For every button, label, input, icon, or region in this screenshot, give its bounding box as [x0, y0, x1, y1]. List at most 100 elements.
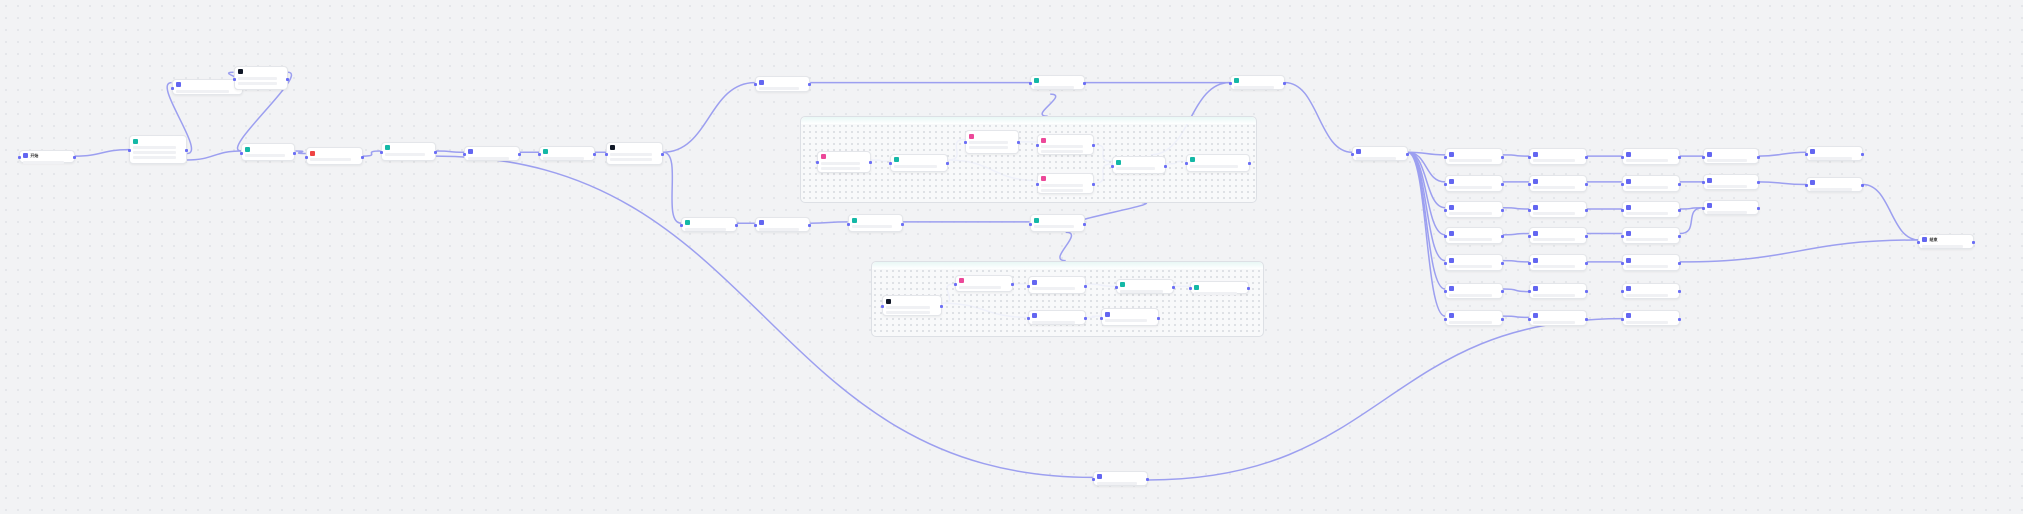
workflow-node[interactable]	[815, 150, 872, 173]
edge[interactable]	[436, 150, 465, 153]
workflow-node[interactable]	[1036, 172, 1096, 194]
connection-handle[interactable]	[463, 153, 467, 157]
connection-handle[interactable]	[1017, 141, 1021, 145]
workflow-node[interactable]	[304, 147, 364, 166]
connection-handle[interactable]	[1805, 153, 1809, 157]
edge[interactable]	[1503, 232, 1529, 236]
connection-handle[interactable]	[1584, 262, 1588, 266]
edge[interactable]	[436, 155, 1093, 479]
workflow-node[interactable]	[463, 145, 521, 162]
edge[interactable]	[1148, 317, 1622, 481]
workflow-node[interactable]	[605, 141, 665, 166]
workflow-node[interactable]	[1620, 254, 1681, 271]
connection-handle[interactable]	[293, 151, 297, 155]
connection-handle[interactable]	[1756, 181, 1760, 185]
connection-handle[interactable]	[1027, 316, 1031, 320]
connection-handle[interactable]	[1584, 290, 1588, 294]
connection-handle[interactable]	[185, 149, 189, 153]
workflow-node[interactable]	[680, 216, 738, 233]
workflow-node[interactable]	[889, 153, 950, 172]
connection-handle[interactable]	[1036, 143, 1040, 147]
workflow-node[interactable]	[1620, 148, 1681, 166]
connection-handle[interactable]	[592, 153, 596, 157]
workflow-node[interactable]	[1620, 201, 1681, 219]
connection-handle[interactable]	[1444, 234, 1447, 238]
connection-handle[interactable]	[1527, 317, 1531, 321]
connection-handle[interactable]	[1677, 317, 1681, 321]
connection-handle[interactable]	[1444, 262, 1447, 266]
connection-handle[interactable]	[1527, 156, 1531, 160]
workflow-node[interactable]	[953, 274, 1014, 292]
connection-handle[interactable]	[517, 153, 521, 157]
connection-handle[interactable]	[1083, 222, 1087, 226]
connection-handle[interactable]	[240, 151, 244, 155]
connection-handle[interactable]	[1501, 156, 1505, 160]
connection-handle[interactable]	[232, 77, 236, 81]
workflow-node[interactable]	[753, 216, 812, 233]
connection-handle[interactable]	[1405, 153, 1409, 157]
workflow-node[interactable]	[1188, 281, 1250, 296]
connection-handle[interactable]	[1620, 290, 1624, 294]
edge[interactable]	[1059, 231, 1073, 262]
workflow-node[interactable]	[1527, 148, 1588, 166]
workflow-node[interactable]	[753, 76, 812, 92]
connection-handle[interactable]	[1028, 82, 1032, 86]
connection-handle[interactable]	[1184, 162, 1188, 166]
edge[interactable]	[1041, 93, 1057, 117]
connection-handle[interactable]	[1584, 183, 1588, 187]
connection-handle[interactable]	[1584, 317, 1588, 321]
connection-handle[interactable]	[538, 153, 542, 157]
workflow-node[interactable]	[1702, 148, 1760, 164]
edge[interactable]	[1503, 315, 1529, 319]
connection-handle[interactable]	[18, 155, 22, 159]
edge[interactable]	[295, 150, 306, 155]
connection-handle[interactable]	[1527, 183, 1531, 187]
connection-handle[interactable]	[753, 223, 757, 227]
workflow-node[interactable]	[1527, 282, 1588, 300]
edge[interactable]	[237, 71, 292, 152]
connection-handle[interactable]	[1620, 156, 1624, 160]
connection-handle[interactable]	[1027, 284, 1031, 288]
connection-handle[interactable]	[1501, 209, 1505, 213]
connection-handle[interactable]	[285, 77, 289, 81]
connection-handle[interactable]	[1188, 287, 1192, 291]
edge[interactable]	[1679, 239, 1919, 263]
connection-handle[interactable]	[881, 305, 885, 309]
edge[interactable]	[1679, 206, 1704, 235]
connection-handle[interactable]	[605, 153, 609, 157]
connection-handle[interactable]	[360, 155, 364, 159]
connection-handle[interactable]	[1702, 155, 1706, 159]
workflow-node[interactable]	[1527, 309, 1588, 327]
connection-handle[interactable]	[1351, 153, 1355, 157]
connection-handle[interactable]	[964, 141, 968, 145]
connection-handle[interactable]	[1084, 284, 1088, 288]
connection-handle[interactable]	[379, 151, 383, 155]
connection-handle[interactable]	[1248, 162, 1252, 166]
connection-handle[interactable]	[953, 282, 957, 286]
workflow-node[interactable]: 结束	[1917, 233, 1975, 249]
connection-handle[interactable]	[1501, 317, 1505, 321]
workflow-node[interactable]	[1028, 214, 1087, 233]
workflow-node[interactable]	[1444, 148, 1505, 166]
edge[interactable]	[1407, 151, 1446, 209]
workflow-node[interactable]	[1620, 309, 1681, 327]
edge[interactable]	[1758, 151, 1807, 157]
edge[interactable]	[166, 81, 193, 155]
connection-handle[interactable]	[1677, 234, 1681, 238]
edge[interactable]	[1503, 259, 1529, 263]
connection-handle[interactable]	[1501, 183, 1505, 187]
connection-handle[interactable]	[1092, 182, 1096, 186]
workflow-node[interactable]	[1091, 470, 1150, 487]
connection-handle[interactable]	[1620, 262, 1624, 266]
connection-handle[interactable]	[434, 151, 438, 155]
connection-handle[interactable]	[753, 83, 757, 87]
connection-handle[interactable]	[1805, 183, 1809, 187]
workflow-node[interactable]	[1702, 199, 1760, 216]
workflow-node[interactable]	[1444, 254, 1505, 271]
connection-handle[interactable]	[1283, 82, 1286, 86]
workflow-node[interactable]	[1527, 227, 1588, 244]
workflow-node[interactable]	[1527, 201, 1588, 219]
workflow-node[interactable]	[1351, 145, 1409, 162]
workflow-node[interactable]	[1027, 276, 1088, 295]
edge[interactable]	[74, 148, 130, 157]
